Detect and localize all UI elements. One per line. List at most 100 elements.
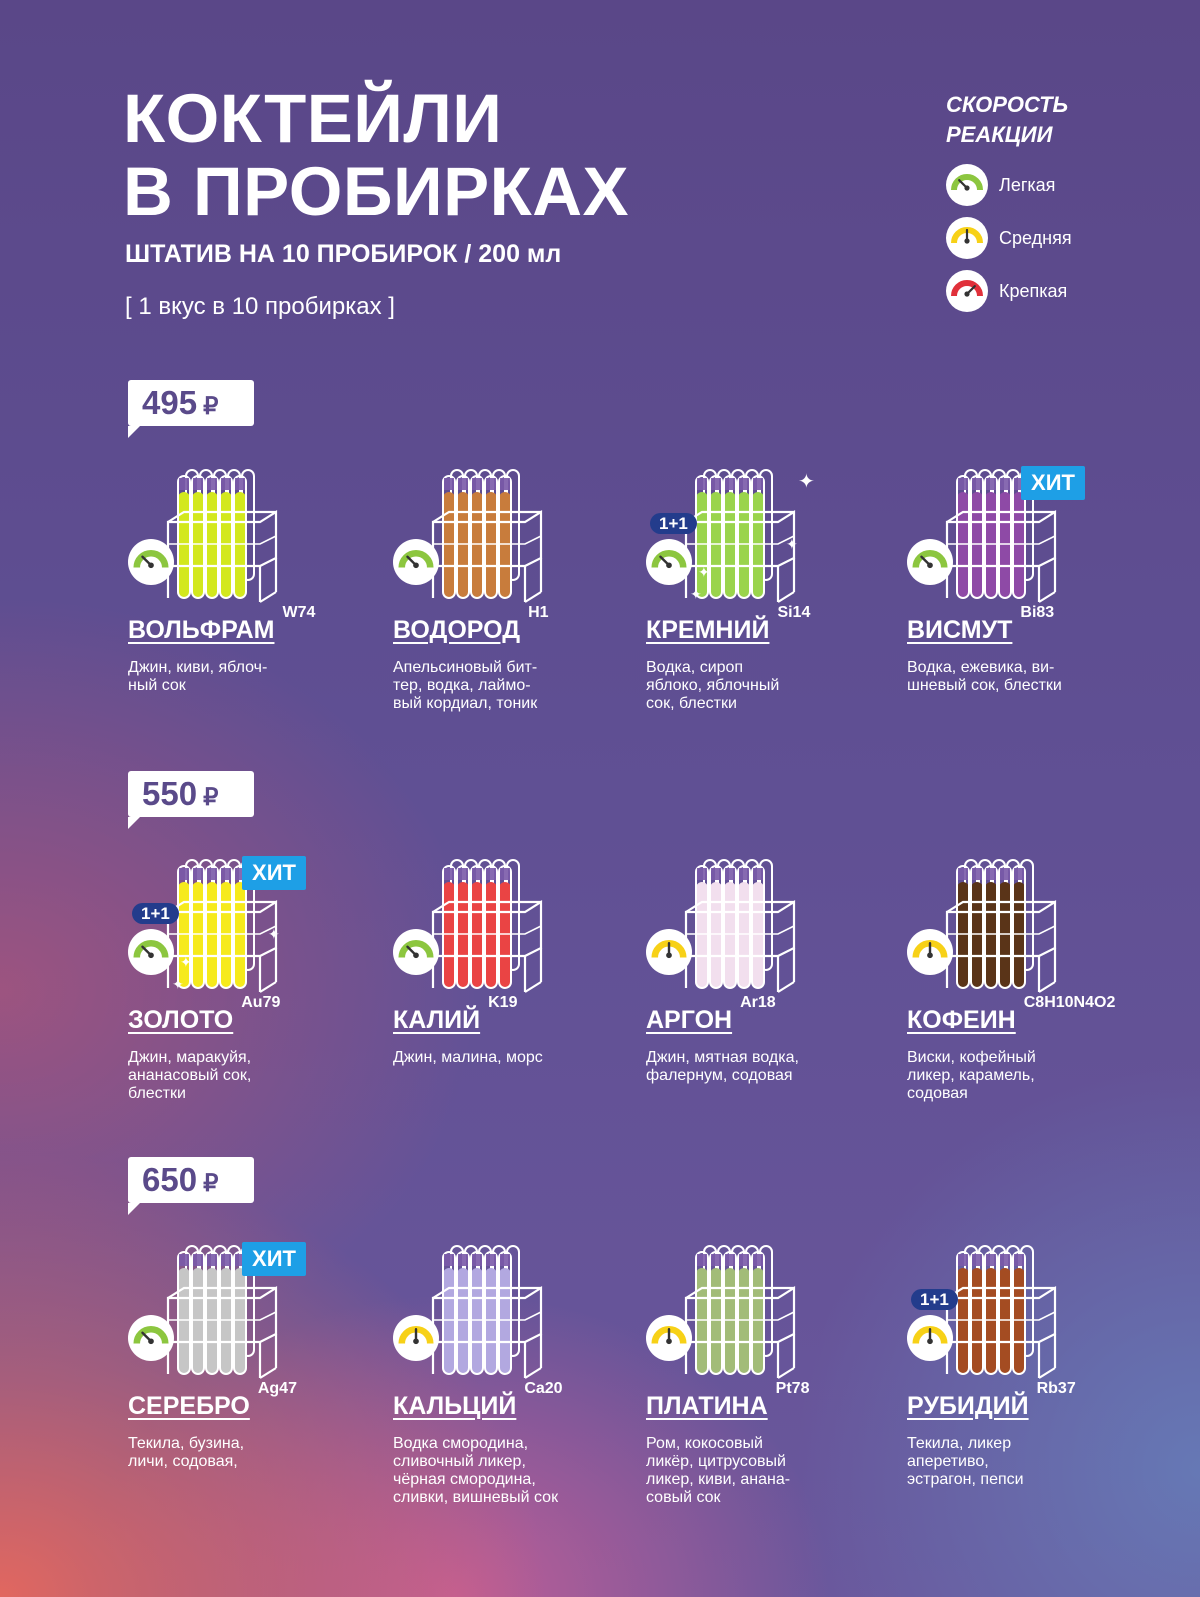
gauge-light-icon bbox=[946, 164, 988, 206]
cocktail-name-text: ВОДОРОД bbox=[393, 616, 521, 644]
legend-title-line-1: СКОРОСТЬ bbox=[946, 92, 1069, 117]
cocktail-card: 1+1 РУБИДИЙ Rb37 Текила, ликер аперетиво, э… bbox=[907, 1242, 1177, 1542]
test-tube-rack-icon bbox=[164, 1242, 284, 1380]
element-symbol: Rb37 bbox=[1036, 1380, 1076, 1397]
cocktail-ingredients: Водка, сироп яблоко, яблочный сок, блест… bbox=[646, 659, 780, 712]
cocktail-card: КАЛИЙ K19 Джин, малина, морс bbox=[393, 856, 663, 1156]
element-symbol: H1 bbox=[528, 604, 549, 621]
cocktail-name: ЗОЛОТО Au79 bbox=[128, 994, 280, 1035]
hit-badge: ХИТ bbox=[242, 856, 306, 890]
legend-item-strong: Крепкая bbox=[946, 270, 1067, 312]
gauge-medium-icon bbox=[393, 1315, 439, 1361]
cocktail-name-text: ПЛАТИНА bbox=[646, 1392, 768, 1420]
price-tag-650: 650 ₽ bbox=[128, 1157, 254, 1215]
test-tube-rack-icon bbox=[429, 1242, 549, 1380]
cocktail-name: ВОЛЬФРАМ W74 bbox=[128, 604, 315, 645]
sparkle-icon: ✦ bbox=[180, 954, 192, 970]
gauge-strong-icon bbox=[946, 270, 988, 312]
gauge-medium-icon bbox=[646, 1315, 692, 1361]
element-symbol: Au79 bbox=[241, 994, 281, 1011]
cocktail-ingredients: Джин, киви, яблоч- ный сок bbox=[128, 659, 268, 694]
cocktail-name-text: КАЛЬЦИЙ bbox=[393, 1392, 517, 1420]
cocktail-name-text: АРГОН bbox=[646, 1006, 733, 1034]
cocktail-card: ХИТ СЕРЕБРО Ag47 Текила, бузина, личи, содо… bbox=[128, 1242, 398, 1542]
cocktail-ingredients: Текила, ликер аперетиво, эстрагон, пепси bbox=[907, 1435, 1024, 1488]
cocktail-ingredients: Ром, кокосовый ликёр, цитрусовый ликер, … bbox=[646, 1435, 791, 1506]
price-value: 650 bbox=[142, 1161, 198, 1198]
cocktail-name-text: КРЕМНИЙ bbox=[646, 616, 770, 644]
cocktail-card: КАЛЬЦИЙ Ca20 Водка смородина, сливочный ли… bbox=[393, 1242, 663, 1542]
cocktail-name-text: КАЛИЙ bbox=[393, 1006, 481, 1034]
element-symbol: Ca20 bbox=[524, 1380, 563, 1397]
test-tube-rack-icon bbox=[682, 1242, 802, 1380]
cocktail-card: ХИТ ВИСМУТ Bi83 Водка, ежевика, ви- шневый … bbox=[907, 466, 1177, 766]
legend-item-medium: Средняя bbox=[946, 217, 1072, 259]
hit-badge: ХИТ bbox=[1021, 466, 1085, 500]
cocktail-card: КОФЕИН C8H10N4O2 Виски, кофейный ликер, ка… bbox=[907, 856, 1177, 1156]
price-value: 550 bbox=[142, 775, 198, 812]
cocktail-name: ПЛАТИНА Pt78 bbox=[646, 1380, 809, 1421]
cocktail-name: ВОДОРОД H1 bbox=[393, 604, 549, 645]
gauge-medium-icon bbox=[946, 217, 988, 259]
element-symbol: Bi83 bbox=[1020, 604, 1055, 621]
page-title: КОКТЕЙЛИ В ПРОБИРКАХ bbox=[123, 82, 629, 228]
cocktail-name-text: ЗОЛОТО bbox=[128, 1006, 234, 1034]
cocktail-name: КОФЕИН C8H10N4O2 bbox=[907, 994, 1115, 1035]
cocktail-ingredients: Джин, мятная водка, фалернум, содовая bbox=[646, 1049, 799, 1084]
price-tag-495: 495 ₽ bbox=[128, 380, 254, 438]
sparkle-icon: ✦ bbox=[690, 586, 702, 602]
sparkle-icon: ✦ bbox=[172, 976, 184, 992]
gauge-light-icon bbox=[393, 539, 439, 585]
test-tube-rack-icon bbox=[429, 466, 549, 604]
test-tube-rack-icon bbox=[429, 856, 549, 994]
legend-label-strong: Крепкая bbox=[999, 280, 1068, 301]
sparkle-icon: ✦ bbox=[798, 471, 815, 493]
cocktail-ingredients: Джин, малина, морс bbox=[393, 1049, 543, 1066]
price-value: 495 bbox=[142, 384, 198, 421]
gauge-medium-icon bbox=[907, 1315, 953, 1361]
cocktail-name: КРЕМНИЙ Si14 bbox=[646, 604, 810, 645]
cocktail-ingredients: Текила, бузина, личи, содовая, bbox=[128, 1435, 245, 1470]
gauge-light-icon bbox=[646, 539, 692, 585]
flavor-note: [ 1 вкус в 10 пробирках ] bbox=[125, 293, 395, 320]
hit-badge: ХИТ bbox=[242, 1242, 306, 1276]
cocktail-card: ВОДОРОД H1 Апельсиновый бит- тер, водка, л… bbox=[393, 466, 663, 766]
gauge-light-icon bbox=[393, 929, 439, 975]
cocktail-name: СЕРЕБРО Ag47 bbox=[128, 1380, 297, 1421]
price-tag-550: 550 ₽ bbox=[128, 771, 254, 829]
cocktail-card: ✦ ✦ ✦ ✦ 1+1 КРЕМНИЙ Si14 Водка, сироп яблоко, я… bbox=[646, 466, 916, 766]
currency-sign: ₽ bbox=[203, 1170, 219, 1197]
promo-badge: 1+1 bbox=[911, 1289, 958, 1310]
title-line-1: КОКТЕЙЛИ bbox=[123, 80, 503, 157]
test-tube-rack-icon bbox=[164, 466, 284, 604]
test-tube-rack-icon bbox=[682, 466, 802, 604]
cocktail-name: КАЛЬЦИЙ Ca20 bbox=[393, 1380, 563, 1421]
element-symbol: C8H10N4O2 bbox=[1023, 994, 1116, 1011]
cocktail-name-text: РУБИДИЙ bbox=[907, 1392, 1029, 1420]
gauge-medium-icon bbox=[907, 929, 953, 975]
gauge-light-icon bbox=[128, 1315, 174, 1361]
legend-label-light: Легкая bbox=[999, 174, 1056, 195]
currency-sign: ₽ bbox=[203, 784, 219, 811]
sparkle-icon: ✦ bbox=[698, 564, 710, 580]
element-symbol: K19 bbox=[488, 994, 518, 1011]
title-line-2: В ПРОБИРКАХ bbox=[123, 153, 630, 230]
sparkle-icon: ✦ bbox=[268, 926, 280, 942]
cocktail-ingredients: Джин, маракуйя, ананасовый сок, блестки bbox=[128, 1049, 252, 1102]
legend-title: СКОРОСТЬ РЕАКЦИИ bbox=[946, 90, 1068, 150]
cocktail-name-text: КОФЕИН bbox=[907, 1006, 1016, 1034]
legend-label-medium: Средняя bbox=[999, 227, 1072, 248]
sparkle-icon: ✦ bbox=[786, 536, 798, 552]
currency-sign: ₽ bbox=[203, 393, 219, 420]
cocktail-ingredients: Апельсиновый бит- тер, водка, лаймо- вый… bbox=[393, 659, 538, 712]
cocktail-card: ВОЛЬФРАМ W74 Джин, киви, яблоч- ный сок bbox=[128, 466, 398, 766]
test-tube-rack-icon bbox=[164, 856, 284, 994]
cocktail-name-text: СЕРЕБРО bbox=[128, 1392, 250, 1420]
element-symbol: Si14 bbox=[777, 604, 811, 621]
cocktail-ingredients: Водка смородина, сливочный ликер, чёрная… bbox=[393, 1435, 559, 1506]
cocktail-name: КАЛИЙ K19 bbox=[393, 994, 517, 1035]
test-tube-rack-icon bbox=[943, 1242, 1063, 1380]
legend-title-line-2: РЕАКЦИИ bbox=[946, 122, 1053, 147]
test-tube-rack-icon bbox=[682, 856, 802, 994]
